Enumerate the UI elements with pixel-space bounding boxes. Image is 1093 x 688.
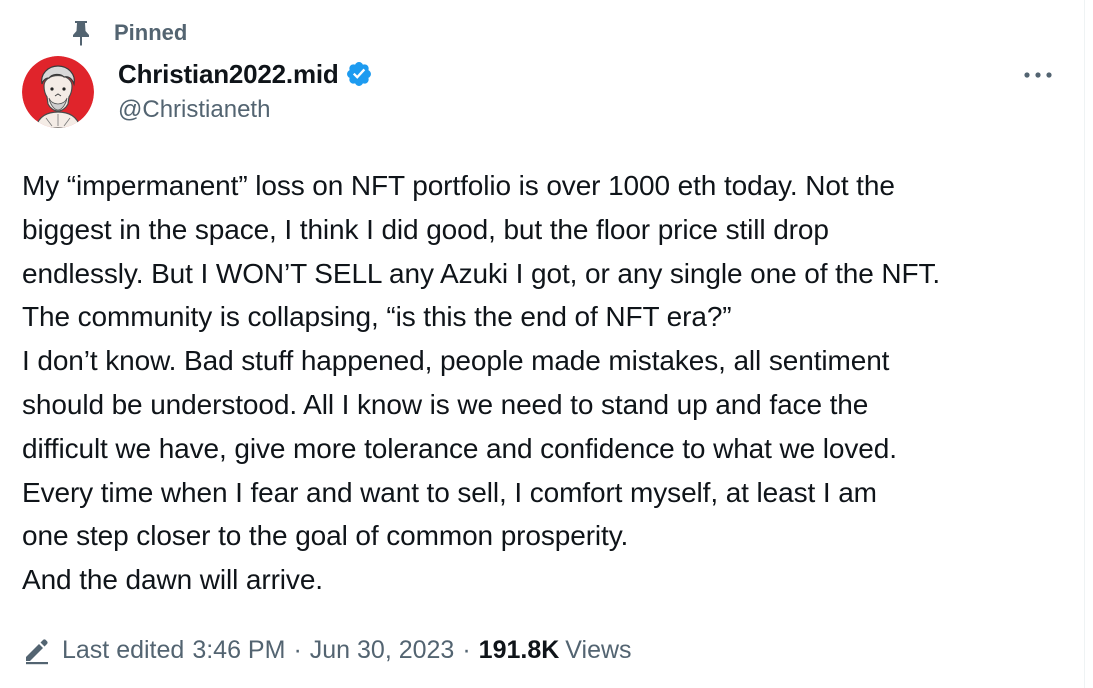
more-dots-icon	[1024, 72, 1052, 78]
views-label: Views	[565, 635, 632, 664]
pin-icon	[70, 19, 92, 47]
tweet-meta: Last edited 3:46 PM · Jun 30, 2023 · 191…	[22, 630, 632, 670]
pinned-label: Pinned	[114, 20, 188, 45]
edit-pencil-icon	[22, 635, 52, 665]
meta-separator: ·	[293, 635, 302, 664]
pinned-indicator: Pinned	[70, 18, 187, 48]
tweet-date[interactable]: Jun 30, 2023	[309, 635, 455, 664]
tweet-text: My “impermanent” loss on NFT portfolio i…	[22, 170, 941, 596]
display-name-row: Christian2022.mid	[118, 58, 373, 90]
meta-separator-2: ·	[462, 635, 471, 664]
display-name[interactable]: Christian2022.mid	[118, 58, 339, 89]
views-count: 191.8K	[478, 635, 560, 664]
more-options-button[interactable]	[1018, 58, 1058, 92]
avatar[interactable]	[22, 56, 94, 128]
last-edited-label[interactable]: Last edited	[62, 635, 185, 664]
user-handle[interactable]: @Christianeth	[118, 96, 271, 123]
tweet-time[interactable]: 3:46 PM	[192, 635, 286, 664]
verified-badge-icon	[345, 60, 373, 88]
user-info: Christian2022.mid @Christianeth	[118, 58, 373, 124]
